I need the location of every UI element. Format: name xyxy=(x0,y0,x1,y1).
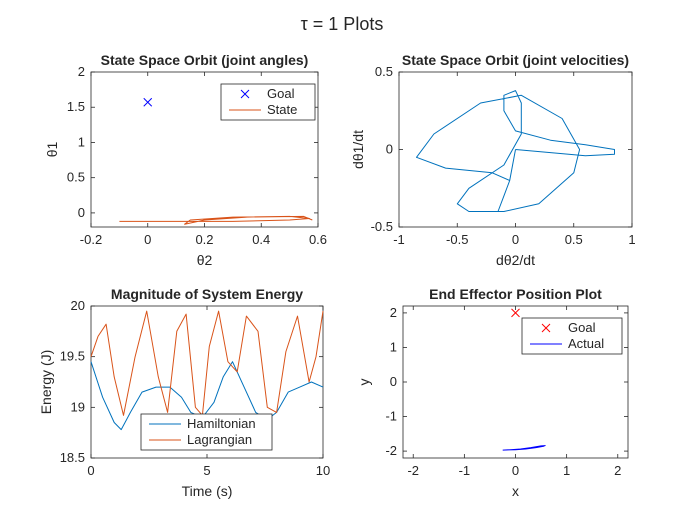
goal-marker-stroke xyxy=(143,97,153,107)
subplot-title: End Effector Position Plot xyxy=(429,286,602,302)
x-tick-label: 5 xyxy=(203,463,210,478)
y-tick-label: -1 xyxy=(385,409,397,424)
goal-marker xyxy=(511,308,520,318)
y-tick-label: 19.5 xyxy=(60,349,85,364)
x-tick-label: 0 xyxy=(512,232,519,247)
y-tick-label: 20 xyxy=(71,298,85,313)
goal-marker xyxy=(143,97,153,107)
subplot-title: Magnitude of System Energy xyxy=(111,286,303,302)
subplot-4: -2 -1 0 1 2 -2 -1 0 1 2 End Effector Position Plot… xyxy=(356,286,629,499)
x-tick-label: 2 xyxy=(614,463,621,478)
y-tick-label: 0 xyxy=(78,205,85,220)
legend-frame xyxy=(220,83,316,121)
x-tick-label: 0.6 xyxy=(309,232,327,247)
x-axis-label: dθ2/dt xyxy=(496,252,535,268)
goal-marker-stroke xyxy=(511,308,520,318)
x-tick-label: -1 xyxy=(393,232,405,247)
x-tick-label: 0 xyxy=(144,232,151,247)
x-tick-label: -2 xyxy=(407,463,419,478)
subplot-1: -0.2 0 0.2 0.4 0.6 0 0.5 1 1.5 2 State Space Orbit… xyxy=(44,52,327,268)
series-line-orbit xyxy=(416,90,615,212)
legend-swatch xyxy=(541,323,551,333)
subplot-3: 0 5 10 18.5 19 19.5 20 Magnitude of System Ener… xyxy=(38,286,330,499)
x-axis-label: θ2 xyxy=(197,252,213,268)
x-tick-label: 0 xyxy=(87,463,94,478)
y-axis-label: Energy (J) xyxy=(38,350,54,415)
x-tick-label: -0.2 xyxy=(80,232,102,247)
legend-label: Goal xyxy=(568,320,596,335)
series-line-lagrangian xyxy=(90,310,324,416)
subplot-title: State Space Orbit (joint velocities) xyxy=(402,52,629,68)
y-tick-label: -0.5 xyxy=(371,219,393,234)
y-tick-label: 0 xyxy=(390,374,397,389)
series-line-actual xyxy=(502,445,546,451)
x-axis-label: x xyxy=(512,483,519,499)
y-tick-label: 18.5 xyxy=(60,450,85,465)
y-axis-label: y xyxy=(356,379,372,386)
x-tick-label: 1 xyxy=(628,232,635,247)
x-tick-label: 0.5 xyxy=(565,232,583,247)
y-tick-label: 0.5 xyxy=(67,170,85,185)
legend-label: Actual xyxy=(568,336,604,351)
y-axis-label: θ1 xyxy=(44,142,60,158)
legend-label: Goal xyxy=(267,86,295,101)
subplot-title: State Space Orbit (joint angles) xyxy=(101,52,309,68)
legend-label: State xyxy=(267,102,297,117)
y-tick-label: 19 xyxy=(71,399,85,414)
legend-swatch xyxy=(240,89,250,99)
legend-frame xyxy=(521,317,623,355)
legend-label: Hamiltonian xyxy=(187,416,256,431)
series-line-state xyxy=(119,215,313,225)
x-axis-label: Time (s) xyxy=(182,483,233,499)
figure-suptitle: τ = 1 Plots xyxy=(301,14,384,34)
legend-frame xyxy=(140,413,273,451)
x-tick-label: 10 xyxy=(316,463,330,478)
y-tick-label: 1 xyxy=(390,339,397,354)
x-tick-label: -0.5 xyxy=(446,232,468,247)
y-tick-label: -2 xyxy=(385,443,397,458)
x-tick-label: 1 xyxy=(563,463,570,478)
series-line-hamiltonian xyxy=(90,361,324,431)
y-tick-label: 0.5 xyxy=(375,64,393,79)
y-tick-label: 0 xyxy=(386,142,393,157)
legend-label: Lagrangian xyxy=(187,432,252,447)
x-tick-label: 0.2 xyxy=(195,232,213,247)
y-tick-label: 1.5 xyxy=(67,99,85,114)
x-tick-label: -1 xyxy=(459,463,471,478)
y-tick-label: 2 xyxy=(390,305,397,320)
x-tick-label: 0 xyxy=(512,463,519,478)
y-tick-label: 2 xyxy=(78,64,85,79)
x-tick-label: 0.4 xyxy=(252,232,270,247)
y-tick-label: 1 xyxy=(78,134,85,149)
y-axis-label: dθ1/dt xyxy=(350,130,366,169)
